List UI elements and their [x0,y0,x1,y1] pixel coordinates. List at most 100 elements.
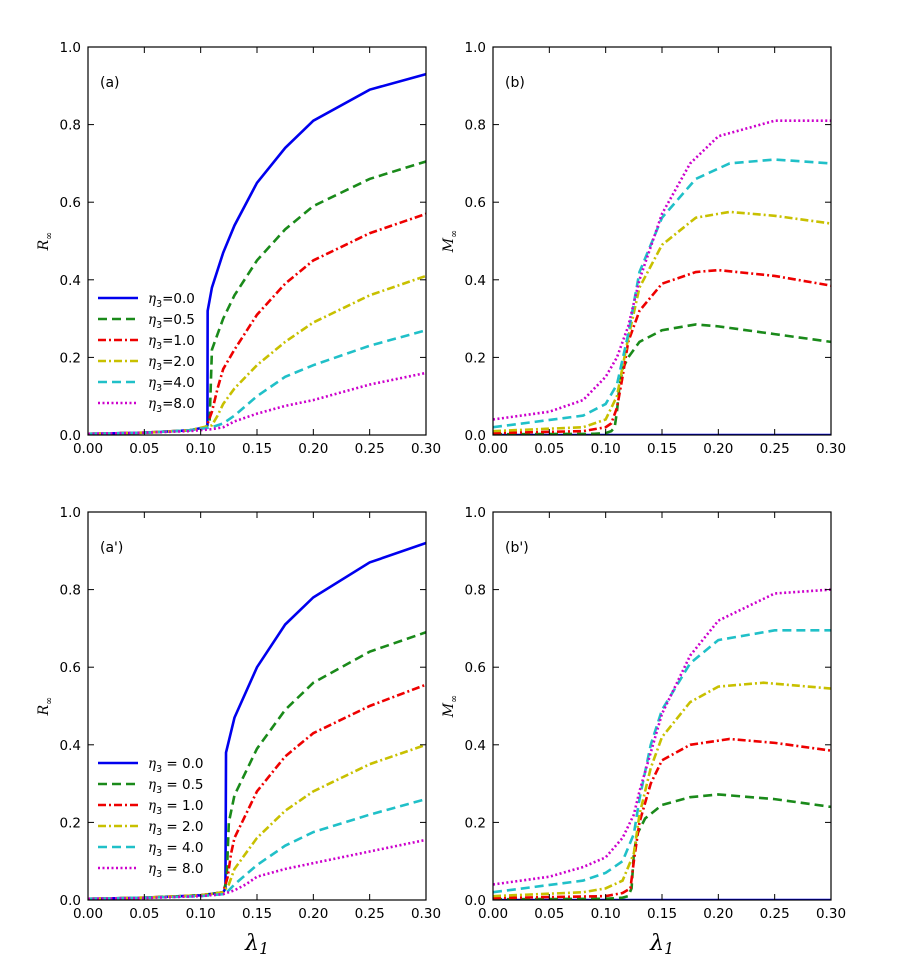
series-line-b-4 [493,158,831,429]
y-tick-label-a-prime-5: 1.0 [60,505,81,521]
series-line-b-prime-1 [493,793,831,900]
x-tick-label-a-6: 0.30 [411,441,441,457]
series-line-a-prime-2 [88,683,426,900]
x-tick-label-b-prime-2: 0.10 [591,906,621,922]
legend-entry-a-prime-0: η3 = 0.0 [148,756,203,775]
panel-a-prime: 0.00 0.05 0.10 0.15 0.20 0.25 0.30 0.0 0.2 0.4 0.6… [36,505,441,958]
x-tick-label-b-2: 0.10 [591,441,621,457]
x-tick-label-b-prime-5: 0.25 [760,906,790,922]
x-axis-label-b-prime: λ1 [649,931,674,958]
series-line-b-prime-2 [493,737,831,900]
y-tick-label-a-prime-0: 0.0 [60,893,81,909]
legend-entry-a-prime-3: η3 = 2.0 [148,819,203,838]
y-tick-label-b-0: 0.0 [465,428,486,444]
y-tick-label-b-prime-4: 0.8 [465,583,486,599]
x-tick-label-b-prime-1: 0.05 [534,906,564,922]
panel-b-prime: 0.00 0.05 0.10 0.15 0.20 0.25 0.30 0.0 0.2 0.4 0.6… [441,505,846,958]
x-tick-label-a-0: 0.00 [73,441,103,457]
y-tick-label-a-0: 0.0 [60,428,81,444]
series-line-a-2 [88,212,426,435]
y-tick-label-b-prime-2: 0.4 [465,738,486,754]
x-tick-label-b-5: 0.25 [760,441,790,457]
legend-entry-a-prime-2: η3 = 1.0 [148,798,203,817]
y-tick-label-b-2: 0.4 [465,273,486,289]
x-tick-label-b-4: 0.20 [703,441,733,457]
x-tick-label-b-prime-0: 0.00 [478,906,508,922]
y-tick-label-a-4: 0.8 [60,118,81,134]
series-line-b-1 [493,323,831,435]
x-tick-label-b-0: 0.00 [478,441,508,457]
series-line-b-prime-4 [493,629,831,894]
x-tick-label-a-3: 0.15 [242,441,272,457]
y-tick-label-a-2: 0.4 [60,273,81,289]
panel-label-a-prime: (a') [100,540,123,556]
x-tick-label-a-5: 0.25 [355,441,385,457]
y-tick-label-b-5: 1.0 [465,40,486,56]
axes-frame-b-prime [492,511,832,901]
series-line-a-prime-1 [88,631,426,900]
x-axis-label-a-prime: λ1 [244,931,269,958]
x-tick-label-a-2: 0.10 [186,441,216,457]
series-line-b-prime-5 [493,588,831,886]
y-tick-label-a-prime-4: 0.8 [60,583,81,599]
panel-b: 0.00 0.05 0.10 0.15 0.20 0.25 0.30 0.0 0.2 0.4 0.6… [441,40,846,457]
y-tick-label-b-prime-0: 0.0 [465,893,486,909]
y-tick-label-b-prime-5: 1.0 [465,505,486,521]
legend-a-prime: η3 = 0.0 η3 = 0.5 η3 = 1.0 η3 = 2.0 η3 = 4.0… [98,756,203,880]
x-tick-label-a-4: 0.20 [298,441,328,457]
legend-entry-a-1: η3=0.5 [148,312,195,331]
series-line-b-5 [493,119,831,421]
y-tick-label-b-3: 0.6 [465,195,486,211]
series-line-a-3 [88,274,426,435]
legend-entry-a-prime-5: η3 = 8.0 [148,861,203,880]
legend-entry-a-4: η3=4.0 [148,375,195,394]
axes-frame-a-prime [87,511,427,901]
x-tick-label-b-prime-6: 0.30 [816,906,846,922]
y-tick-label-a-prime-1: 0.2 [60,815,81,831]
y-tick-label-a-5: 1.0 [60,40,81,56]
series-line-a-prime-5 [88,838,426,900]
series-line-b-3 [493,210,831,433]
series-line-a-4 [88,328,426,435]
series-line-a-0 [88,72,426,435]
panel-a: 0.00 0.05 0.10 0.15 0.20 0.25 0.30 0.0 0.2 0.4 0.6… [36,40,441,457]
x-tick-label-b-prime-4: 0.20 [703,906,733,922]
y-tick-label-a-3: 0.6 [60,195,81,211]
axes-frame-a [87,46,427,436]
x-tick-label-b-6: 0.30 [816,441,846,457]
legend-entry-a-0: η3=0.0 [148,291,195,310]
x-tick-label-a-prime-1: 0.05 [129,906,159,922]
x-tick-label-a-prime-0: 0.00 [73,906,103,922]
x-tick-label-a-prime-6: 0.30 [411,906,441,922]
legend-entry-a-prime-4: η3 = 4.0 [148,840,203,859]
y-tick-label-b-4: 0.8 [465,118,486,134]
series-line-a-prime-4 [88,797,426,900]
y-tick-label-a-1: 0.2 [60,350,81,366]
series-line-a-1 [88,160,426,435]
x-tick-label-b-1: 0.05 [534,441,564,457]
y-tick-label-a-prime-3: 0.6 [60,660,81,676]
x-tick-label-a-prime-5: 0.25 [355,906,385,922]
series-line-b-2 [493,268,831,435]
y-tick-label-b-1: 0.2 [465,350,486,366]
y-tick-label-b-prime-1: 0.2 [465,815,486,831]
x-tick-label-a-prime-4: 0.20 [298,906,328,922]
y-axis-label-b-prime: M∞ [441,695,460,719]
axes-frame-b [492,46,832,436]
y-axis-label-b: M∞ [441,230,460,254]
legend-a: η3=0.0 η3=0.5 η3=1.0 η3=2.0 η3=4.0 η3=8.0 [98,291,195,415]
series-line-b-prime-3 [493,681,831,898]
x-tick-label-a-prime-2: 0.10 [186,906,216,922]
series-line-a-prime-0 [88,541,426,900]
series-line-a-5 [88,371,426,435]
x-tick-label-a-1: 0.05 [129,441,159,457]
panel-label-b-prime: (b') [505,540,529,556]
y-axis-label-a-prime: R∞ [36,697,55,717]
panel-label-b: (b) [505,75,525,91]
legend-entry-a-3: η3=2.0 [148,354,195,373]
legend-entry-a-2: η3=1.0 [148,333,195,352]
x-tick-label-a-prime-3: 0.15 [242,906,272,922]
legend-entry-a-5: η3=8.0 [148,396,195,415]
panel-label-a: (a) [100,75,120,91]
